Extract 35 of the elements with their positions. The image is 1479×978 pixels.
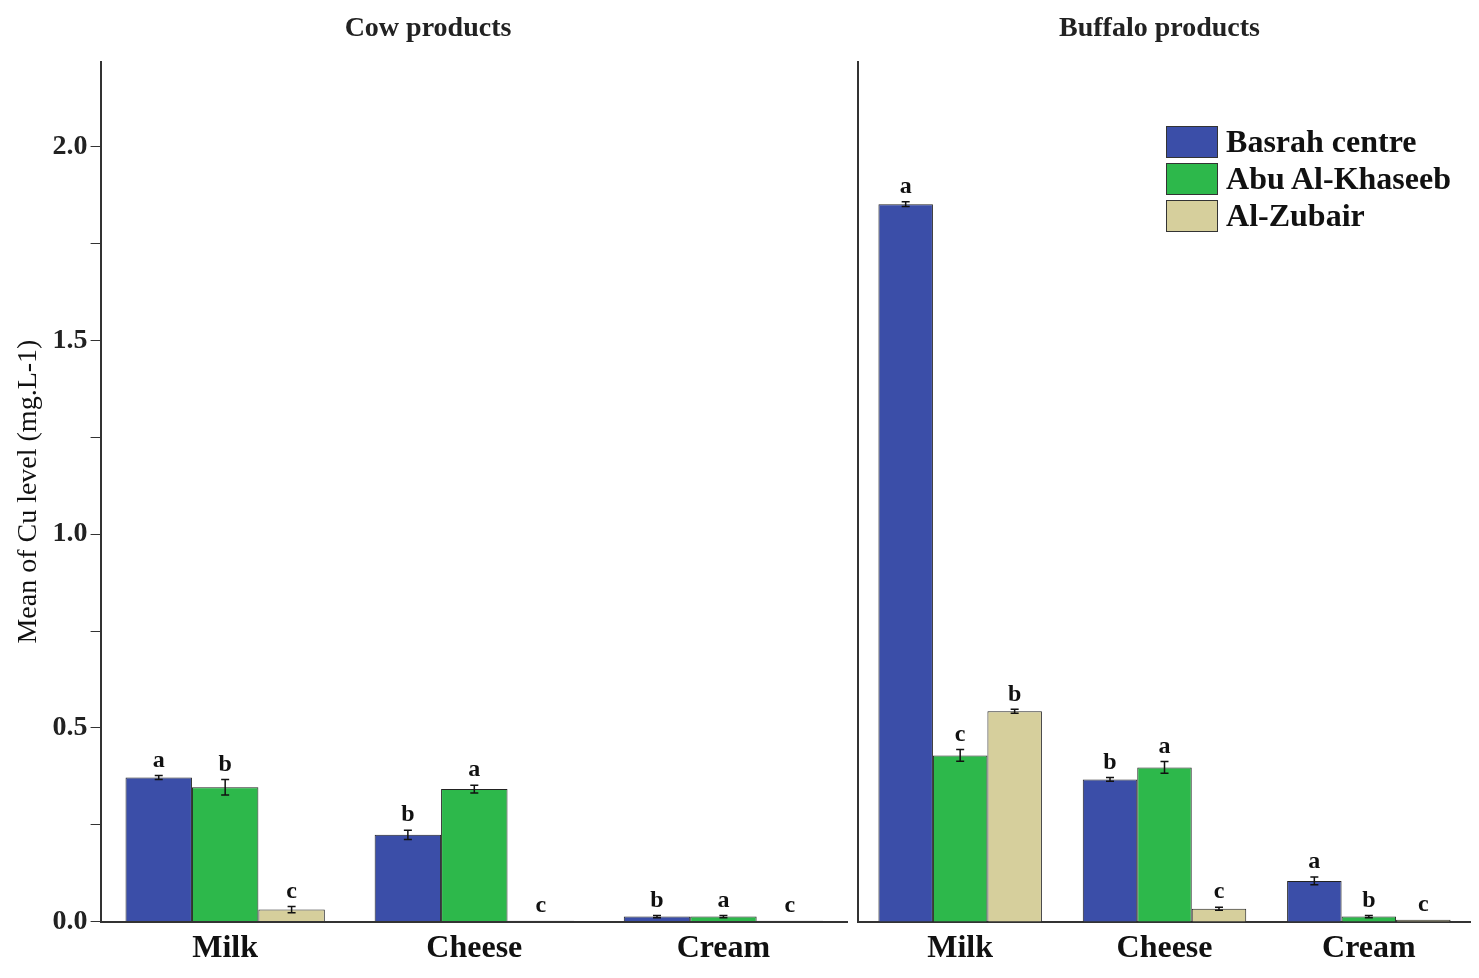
- annotation: b: [401, 800, 415, 827]
- x-tick-label: Cheese: [426, 928, 523, 965]
- annotation: a: [468, 755, 481, 782]
- annotation: a: [1158, 731, 1171, 758]
- annotation: c: [535, 891, 547, 918]
- x-tick-label: Milk: [192, 928, 259, 965]
- chart-title: Buffalo products: [1059, 11, 1261, 43]
- annotation: b: [1007, 679, 1022, 706]
- annotation: b: [1362, 885, 1376, 912]
- annotation: c: [1417, 889, 1429, 916]
- x-tick-label: Cream: [1322, 928, 1416, 965]
- annotation: a: [717, 885, 730, 912]
- annotation: b: [650, 885, 664, 912]
- x-tick-label: Milk: [927, 928, 994, 965]
- legend-label: Abu Al-Khaseeb: [1226, 160, 1451, 197]
- annotation: c: [286, 876, 298, 903]
- chart-title: Cow products: [344, 11, 512, 43]
- y-tick-label: 2.0: [52, 129, 88, 161]
- annotation: b: [1103, 747, 1117, 774]
- annotation: a: [1308, 847, 1321, 874]
- annotation: c: [784, 891, 796, 918]
- annotation: a: [152, 745, 165, 772]
- annotation: b: [218, 749, 232, 776]
- legend-label: Al-Zubair: [1226, 197, 1365, 234]
- y-axis-title: Mean of Cu level (mg.L-1): [11, 339, 43, 644]
- y-tick-label: 1.0: [52, 516, 88, 548]
- annotation: a: [899, 172, 912, 199]
- x-tick-label: Cheese: [1116, 928, 1213, 965]
- x-tick-label: Cream: [676, 928, 771, 965]
- y-tick-label: 0.5: [52, 710, 88, 742]
- annotation: c: [954, 719, 966, 746]
- legend-label: Basrah centre: [1226, 123, 1417, 160]
- annotation: c: [1213, 877, 1225, 904]
- y-tick-label: 0.0: [52, 903, 88, 935]
- y-tick-label: 1.5: [52, 322, 88, 354]
